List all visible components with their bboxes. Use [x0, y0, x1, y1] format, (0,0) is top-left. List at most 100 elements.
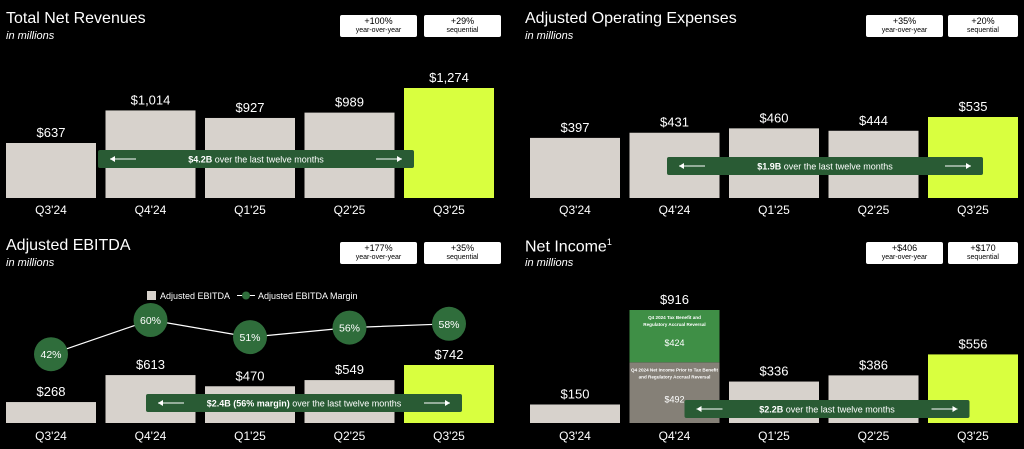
left-arrow-head: [696, 406, 702, 412]
bar-value-label: $150: [561, 386, 590, 401]
yoy-badge: +100% year-over-year: [340, 15, 417, 37]
segment-caption: Q4 2024 Tax Benefit and: [648, 315, 701, 320]
panel-title-text: Net Income: [525, 238, 607, 256]
category-label: Q3'25: [433, 429, 465, 443]
margin-marker: [233, 320, 267, 355]
panel-title: Total Net Revenues: [6, 10, 146, 27]
yoy-badge: +35% year-over-year: [866, 15, 943, 37]
segment-caption: Regulatory Accrual Reversal: [643, 322, 705, 327]
bar-value-label: $916: [660, 292, 689, 307]
badge-label: sequential: [446, 254, 479, 261]
ltm-annotation-pill: [146, 394, 462, 412]
bar-value-label: $431: [660, 115, 689, 130]
ltm-annotation-pill: [684, 400, 970, 418]
category-label: Q3'24: [35, 429, 67, 443]
bar: [6, 143, 96, 198]
category-label: Q2'25: [334, 203, 366, 217]
right-arrow-head: [445, 400, 450, 406]
badge-label: sequential: [967, 254, 999, 261]
segment-value-label: $424: [664, 338, 684, 348]
bar-value-label: $460: [760, 110, 789, 125]
bar-value-label: $1,014: [131, 92, 171, 107]
category-label: Q1'25: [234, 429, 266, 443]
footnote-marker: 1: [606, 237, 612, 247]
left-arrow-head: [110, 156, 115, 162]
net-income-panel: Net Income1 in millions +$406 year-over-…: [525, 237, 1019, 449]
sequential-badge: +29% sequential: [424, 15, 501, 37]
margin-marker: [332, 310, 367, 345]
bar: [6, 402, 96, 423]
category-label: Q3'24: [559, 203, 591, 217]
bar-value-label: $470: [236, 368, 265, 383]
panel-subtitle: in millions: [525, 30, 574, 42]
yoy-badge: +177% year-over-year: [340, 242, 417, 264]
category-label: Q3'25: [957, 203, 989, 217]
badge-value: +$406: [891, 243, 918, 253]
ltm-annotation-pill: [98, 150, 414, 168]
left-arrow-head: [679, 163, 684, 169]
panel-title: Adjusted EBITDA: [6, 237, 131, 254]
category-label: Q4'24: [659, 429, 691, 443]
ltm-annotation-text: $2.2B over the last twelve months: [759, 405, 895, 415]
panel-title: Net Income1: [525, 237, 612, 256]
ebitda-panel: Adjusted EBITDA in millions +177% year-o…: [6, 237, 501, 449]
ltm-annotation-text: $4.2B over the last twelve months: [188, 155, 324, 165]
net-income-chart: $150 Q3'24 Q4 2024 Net Income Prior to Tax…: [530, 292, 1018, 443]
category-label: Q1'25: [758, 429, 790, 443]
ltm-annotation-text: $2.4B (56% margin) over the last twelve …: [207, 399, 402, 409]
margin-marker: [133, 303, 168, 337]
panel-title: Adjusted Operating Expenses: [525, 10, 737, 27]
bar-value-label: $386: [859, 357, 888, 372]
sequential-badge: +20% sequential: [948, 15, 1018, 37]
opex-chart: $397 Q3'24 $431 Q4'24 $460 Q1'25 $444 Q2'25 $535…: [530, 99, 1018, 217]
legend-label: Adjusted EBITDA: [160, 291, 230, 301]
segment-value-label: $492: [664, 395, 684, 405]
legend-label: Adjusted EBITDA Margin: [258, 291, 358, 301]
margin-label: 56%: [339, 323, 360, 335]
ebitda-chart: Adjusted EBITDA Adjusted EBITDA Margin $26…: [6, 291, 494, 443]
bar-value-label: $535: [959, 99, 988, 114]
bar-value-label: $549: [335, 362, 364, 377]
panel-subtitle: in millions: [6, 257, 55, 269]
category-label: Q4'24: [659, 203, 691, 217]
category-label: Q2'25: [858, 203, 890, 217]
badge-value: +100%: [364, 16, 393, 26]
category-label: Q3'24: [559, 429, 591, 443]
bar-value-label: $556: [959, 336, 988, 351]
ltm-annotation-text: $1.9B over the last twelve months: [757, 162, 893, 172]
right-arrow-head: [397, 156, 402, 162]
badge-label: sequential: [446, 27, 479, 34]
badge-value: +35%: [892, 16, 917, 26]
bar: [404, 88, 494, 198]
badge-label: year-over-year: [355, 27, 402, 34]
panel-subtitle: in millions: [525, 257, 574, 269]
category-label: Q1'25: [758, 203, 790, 217]
bar-value-label: $927: [236, 100, 265, 115]
margin-label: 58%: [438, 319, 459, 331]
bar-value-label: $989: [335, 95, 364, 110]
ltm-annotation-pill: [667, 157, 983, 175]
bar: [530, 137, 620, 198]
margin-label: 60%: [140, 315, 161, 327]
badge-value: +35%: [450, 243, 475, 253]
bar-value-label: $397: [561, 120, 590, 135]
badge-label: sequential: [967, 27, 999, 34]
category-label: Q3'25: [957, 429, 989, 443]
margin-label: 42%: [40, 349, 61, 361]
badge-value: +29%: [450, 16, 475, 26]
right-arrow-head: [966, 163, 971, 169]
category-label: Q2'25: [334, 429, 366, 443]
segment-caption: and Regulatory Accrual Reversal: [639, 374, 711, 379]
badge-label: year-over-year: [881, 27, 928, 34]
right-arrow-head: [952, 406, 958, 412]
sequential-badge: +35% sequential: [424, 242, 501, 264]
bar-value-label: $742: [435, 347, 464, 362]
category-label: Q2'25: [858, 429, 890, 443]
yoy-badge: +$406 year-over-year: [866, 242, 943, 264]
segment-caption: Q4 2024 Net Income Prior to Tax Benefit: [631, 367, 718, 372]
bar-value-label: $336: [760, 364, 789, 379]
margin-marker: [34, 337, 68, 372]
revenues-panel: Total Net Revenues in millions +100% yea…: [6, 10, 501, 220]
bar-value-label: $613: [136, 357, 165, 372]
bar-value-label: $268: [37, 384, 66, 399]
